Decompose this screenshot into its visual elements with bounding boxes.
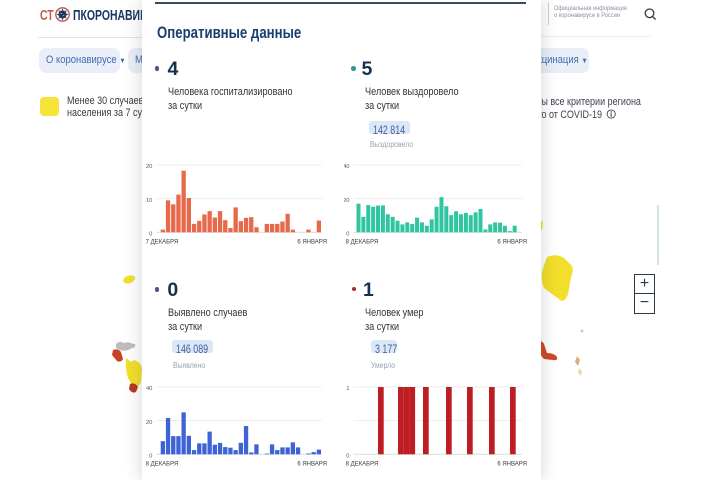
svg-text:7 ДЕКАБРЯ: 7 ДЕКАБРЯ bbox=[146, 240, 179, 246]
svg-text:40: 40 bbox=[146, 386, 152, 392]
svg-text:40: 40 bbox=[344, 164, 350, 170]
svg-text:6 ЯНВАРЯ: 6 ЯНВАРЯ bbox=[297, 240, 327, 246]
svg-text:8 ДЕКАБРЯ: 8 ДЕКАБРЯ bbox=[346, 462, 379, 468]
svg-text:6 ЯНВАРЯ: 6 ЯНВАРЯ bbox=[497, 240, 527, 246]
svg-text:0: 0 bbox=[149, 232, 152, 238]
svg-text:1: 1 bbox=[346, 386, 349, 392]
svg-text:8 ДЕКАБРЯ: 8 ДЕКАБРЯ bbox=[146, 462, 179, 468]
svg-text:0: 0 bbox=[346, 454, 349, 460]
svg-text:8 ДЕКАБРЯ: 8 ДЕКАБРЯ bbox=[346, 240, 379, 246]
svg-text:10: 10 bbox=[146, 198, 152, 204]
svg-text:6 ЯНВАРЯ: 6 ЯНВАРЯ bbox=[297, 462, 327, 468]
svg-text:20: 20 bbox=[344, 198, 350, 204]
svg-text:20: 20 bbox=[146, 164, 152, 170]
svg-text:6 ЯНВАРЯ: 6 ЯНВАРЯ bbox=[497, 462, 527, 468]
svg-text:0: 0 bbox=[346, 232, 349, 238]
svg-text:0: 0 bbox=[149, 454, 152, 460]
svg-text:20: 20 bbox=[146, 420, 152, 426]
